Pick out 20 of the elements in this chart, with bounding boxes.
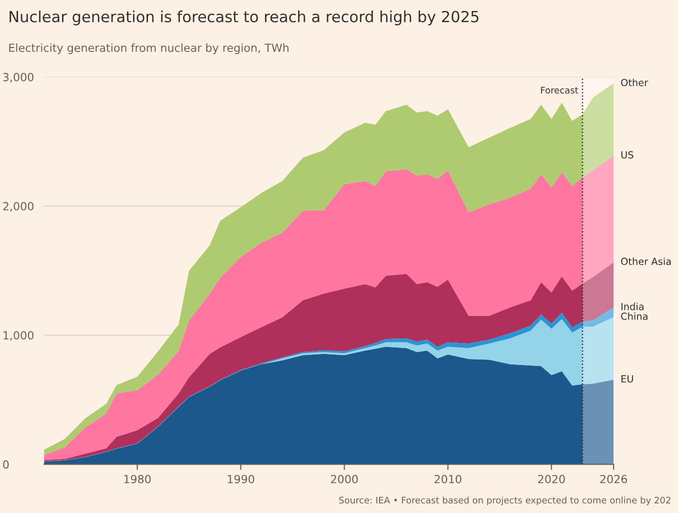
- series-label: India: [621, 302, 644, 310]
- series-label: EU: [621, 375, 633, 383]
- y-tick-label: 1,000: [4, 331, 34, 341]
- chart-title: Nuclear generation is forecast to reach a record high by 2025: [10, 10, 478, 26]
- x-tick-label: 2000: [331, 474, 358, 484]
- y-tick-label: 0: [3, 460, 9, 469]
- series-label: US: [621, 151, 634, 159]
- y-tick-label: 2,000: [3, 202, 34, 212]
- ref-line-label: Forecast: [541, 86, 578, 94]
- series-label: China: [621, 312, 648, 320]
- chart-subtitle: Electricity generation from nuclear by region, TWh: [9, 43, 288, 54]
- series-label: Other: [621, 78, 648, 86]
- y-tick-label: 3,000: [3, 72, 34, 82]
- x-tick-label: 1990: [228, 474, 254, 484]
- x-tick-label: 1980: [124, 474, 151, 484]
- x-tick-label: 2010: [434, 474, 462, 484]
- x-tick-label: 2026: [600, 474, 628, 484]
- x-tick-label: 2020: [538, 474, 565, 484]
- source-note: Source: IEA • Forecast based on projects expected to come online by 202: [339, 496, 670, 506]
- series-label: Other Asia: [621, 258, 671, 266]
